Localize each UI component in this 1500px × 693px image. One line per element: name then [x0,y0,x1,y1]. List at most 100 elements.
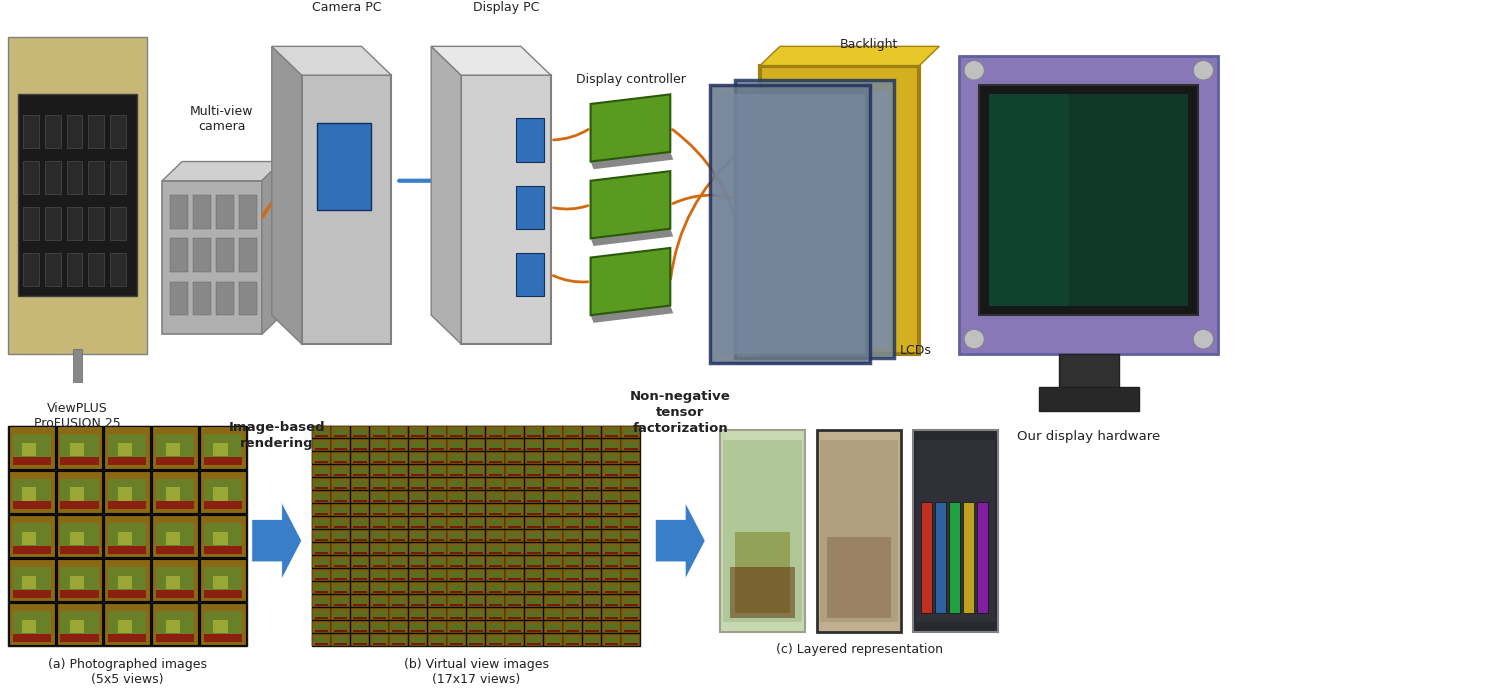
Bar [585,500,598,502]
Bar [566,565,579,567]
Bar [528,630,542,632]
Bar [352,572,366,578]
Bar [624,500,638,502]
Bar [118,487,132,500]
Bar [430,429,444,435]
Bar [315,520,328,526]
Text: LCDs: LCDs [900,344,932,357]
Bar [584,608,602,620]
Bar [624,617,638,619]
Bar [8,37,147,353]
Bar [528,474,542,476]
Bar [392,514,405,515]
Bar [450,429,464,435]
Bar [170,195,188,229]
Bar [372,637,386,643]
Bar [370,452,388,464]
Bar [315,435,328,437]
Bar [372,429,386,435]
Bar [528,539,542,541]
Bar [450,487,464,489]
Bar [72,349,82,383]
Bar [450,493,464,500]
Bar [470,429,483,435]
Bar [156,611,195,635]
Bar [392,565,405,567]
Bar [509,604,522,606]
Bar [950,502,960,613]
Bar [334,435,348,437]
Bar [528,448,542,450]
Bar [624,474,638,476]
Bar [564,465,582,477]
Bar [370,426,388,438]
Bar [528,565,542,567]
Bar [450,468,464,474]
Bar [447,530,466,542]
Bar [489,624,502,630]
Bar [156,435,195,459]
Bar [22,114,39,148]
Bar [604,597,618,604]
Bar [411,526,424,528]
Bar [470,526,483,528]
Bar [566,507,579,514]
Text: (c) Layered representation: (c) Layered representation [776,644,942,656]
Bar [528,526,542,528]
Bar [334,617,348,619]
Bar [430,474,444,476]
Bar [200,603,246,645]
Bar [544,517,562,529]
Bar [585,448,598,450]
Bar [372,487,386,489]
Bar [566,597,579,604]
Bar [390,504,408,516]
Bar [602,478,621,490]
Bar [486,491,504,503]
Bar [585,435,598,437]
Bar [372,481,386,487]
Bar [392,552,405,554]
Bar [334,448,348,450]
Bar [370,556,388,568]
Bar [564,595,582,607]
Bar [489,507,502,514]
Bar [604,539,618,541]
Polygon shape [591,229,674,246]
Bar [516,186,544,229]
Bar [566,514,579,515]
Bar [506,517,524,529]
Bar [528,468,542,474]
Bar [372,448,386,450]
Bar [466,633,486,646]
Bar [390,556,408,568]
Bar [509,481,522,487]
Bar [489,565,502,567]
Bar [470,591,483,593]
Bar [735,80,894,358]
Bar [430,617,444,619]
Bar [372,597,386,604]
Bar [604,545,618,552]
Bar [411,643,424,645]
Bar [564,530,582,542]
Bar [486,569,504,581]
Bar [564,543,582,555]
Bar [430,507,444,514]
Bar [602,491,621,503]
Bar [312,426,330,438]
Bar [12,567,51,591]
Bar [566,533,579,539]
Bar [486,582,504,594]
Bar [156,523,195,547]
Bar [315,533,328,539]
Bar [392,435,405,437]
Bar [162,181,262,334]
Bar [332,543,350,555]
Bar [411,533,424,539]
Bar [509,624,522,630]
Bar [546,637,560,643]
Circle shape [964,330,984,349]
Bar [411,585,424,591]
Bar [392,643,405,645]
